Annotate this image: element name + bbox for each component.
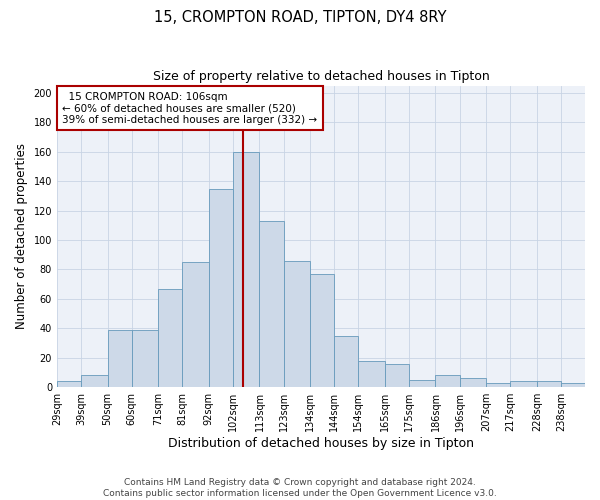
X-axis label: Distribution of detached houses by size in Tipton: Distribution of detached houses by size … [168, 437, 474, 450]
Bar [209, 188, 233, 387]
Bar [259, 221, 284, 387]
Title: Size of property relative to detached houses in Tipton: Size of property relative to detached ho… [152, 70, 490, 83]
Bar [436, 376, 460, 387]
Bar [460, 378, 486, 387]
Bar [334, 336, 358, 387]
Text: Contains HM Land Registry data © Crown copyright and database right 2024.
Contai: Contains HM Land Registry data © Crown c… [103, 478, 497, 498]
Bar [486, 383, 510, 387]
Bar [510, 382, 537, 387]
Text: 15, CROMPTON ROAD, TIPTON, DY4 8RY: 15, CROMPTON ROAD, TIPTON, DY4 8RY [154, 10, 446, 25]
Bar [284, 260, 310, 387]
Bar [561, 383, 585, 387]
Bar [409, 380, 436, 387]
Bar [107, 330, 131, 387]
Y-axis label: Number of detached properties: Number of detached properties [15, 144, 28, 330]
Bar [310, 274, 334, 387]
Bar [57, 382, 81, 387]
Bar [358, 360, 385, 387]
Bar [233, 152, 259, 387]
Bar [182, 262, 209, 387]
Bar [537, 382, 561, 387]
Bar [385, 364, 409, 387]
Bar [81, 376, 107, 387]
Bar [131, 330, 158, 387]
Bar [158, 288, 182, 387]
Text: 15 CROMPTON ROAD: 106sqm  
← 60% of detached houses are smaller (520)
39% of sem: 15 CROMPTON ROAD: 106sqm ← 60% of detach… [62, 92, 317, 125]
